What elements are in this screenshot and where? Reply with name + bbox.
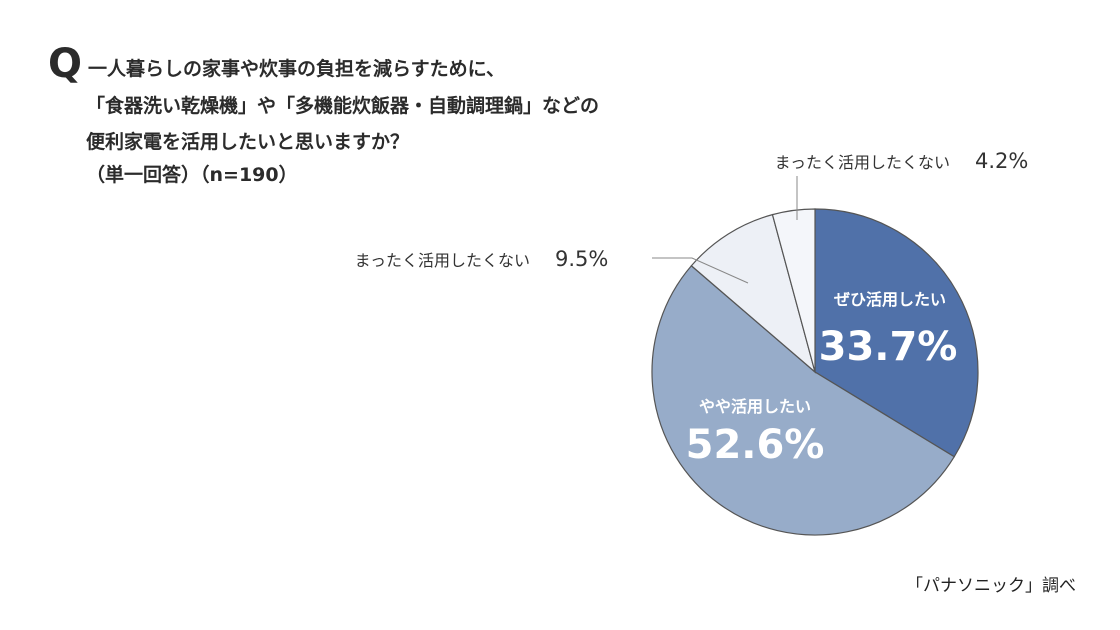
slice-label-4: まったく活用したくない <box>775 153 950 172</box>
slice-label-1: ぜひ活用したい <box>834 290 946 309</box>
question-line-3: 便利家電を活用したいと思いますか？ <box>86 131 410 153</box>
question-line-4: （単一回答）（n=190） <box>86 164 298 186</box>
source-note: 「パナソニック」調べ <box>906 576 1076 596</box>
question-line-1: 一人暮らしの家事や炊事の負担を減らすために、 <box>88 58 506 80</box>
slice-value-4: 4.2% <box>975 149 1028 173</box>
slice-label-3: まったく活用したくない <box>355 251 530 270</box>
slice-label-2: やや活用したい <box>699 397 811 416</box>
leader-line-3 <box>652 257 749 284</box>
slice-value-1: 33.7% <box>819 324 958 370</box>
question-mark: Q <box>48 41 83 87</box>
slice-value-3: 9.5% <box>555 247 608 271</box>
question-line-2: 「食器洗い乾燥機」や「多機能炊飯器・自動調理鍋」などの <box>86 95 600 117</box>
pie-slice-3 <box>690 213 817 374</box>
pie-slice-1 <box>814 208 979 458</box>
pie-slice-4 <box>771 208 816 373</box>
pie-slice-2 <box>651 264 956 536</box>
slice-value-2: 52.6% <box>686 422 825 468</box>
